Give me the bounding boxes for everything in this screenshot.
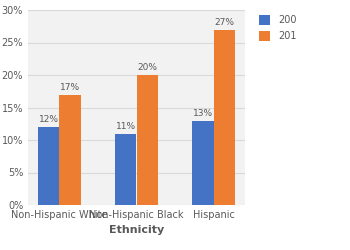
Legend: 200, 201: 200, 201	[259, 15, 296, 41]
Text: 27%: 27%	[214, 18, 234, 27]
Text: 20%: 20%	[137, 64, 157, 72]
Text: 11%: 11%	[116, 122, 136, 131]
Text: 17%: 17%	[60, 83, 80, 92]
Bar	[60, 94, 81, 205]
X-axis label: Ethnicity: Ethnicity	[109, 226, 164, 235]
Bar	[38, 127, 60, 205]
Text: 13%: 13%	[193, 109, 213, 118]
Bar	[136, 75, 158, 205]
Bar	[192, 120, 214, 205]
Bar	[115, 134, 136, 205]
Bar	[214, 30, 235, 205]
Text: 12%: 12%	[38, 116, 59, 124]
